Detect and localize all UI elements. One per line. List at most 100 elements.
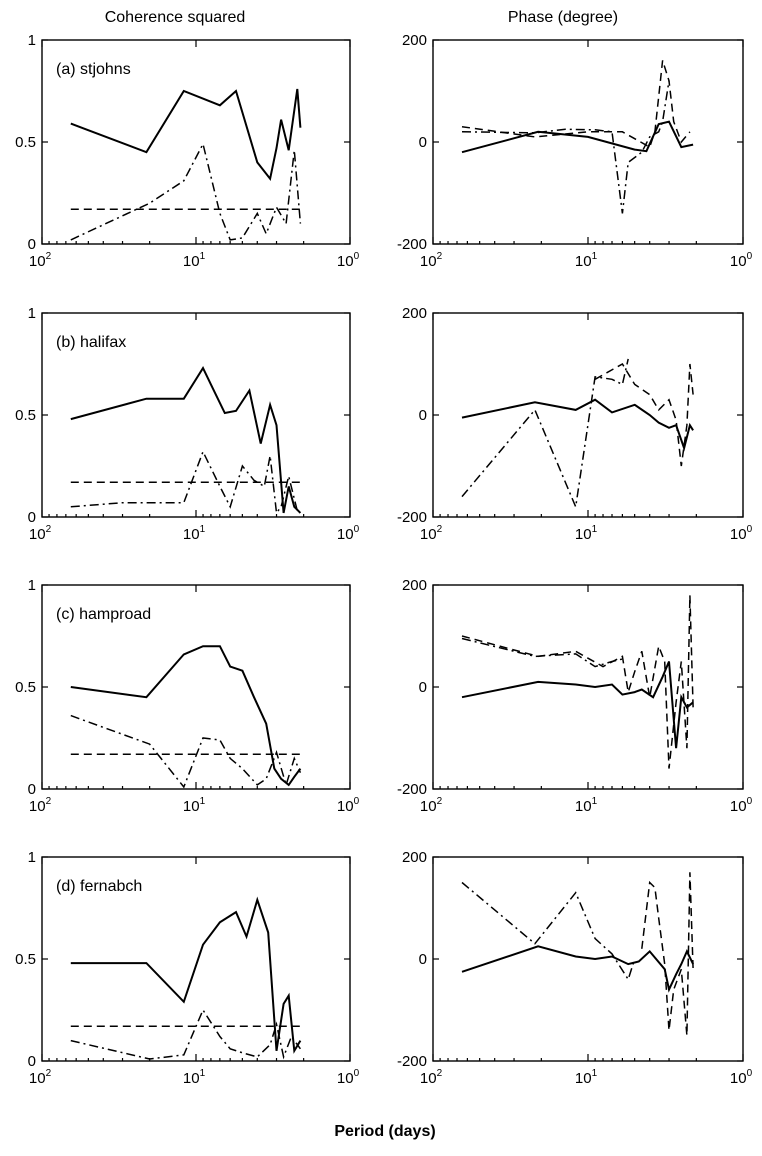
plot-frame — [432, 312, 744, 518]
x-tick-exponent: 2 — [46, 796, 52, 807]
series-line-dashed — [461, 60, 691, 149]
x-tick-label: 102 — [29, 524, 52, 543]
x-tick-label: 100 — [730, 251, 753, 270]
x-tick-exponent: 2 — [437, 524, 443, 535]
series-line-solid — [70, 366, 302, 514]
x-tick-exponent: 1 — [200, 524, 206, 535]
series-line-dashdot — [70, 1008, 302, 1060]
series-line-solid — [461, 120, 694, 154]
x-axis-label: Period (days) — [334, 1123, 435, 1140]
y-tick-label: 200 — [402, 577, 427, 594]
y-tick-label: 0 — [419, 679, 427, 696]
y-tick-label: 200 — [402, 849, 427, 866]
x-tick-label: 101 — [575, 524, 598, 543]
x-tick-label: 101 — [575, 1068, 598, 1087]
series-line-dashdot — [461, 637, 623, 668]
x-tick-label: 100 — [730, 796, 753, 815]
series-line-solid — [461, 945, 694, 993]
y-tick-label: -200 — [397, 1053, 427, 1070]
x-tick-base: 10 — [183, 798, 200, 815]
series-line-dashed — [641, 872, 694, 1036]
x-tick-exponent: 0 — [354, 524, 360, 535]
series-line-dashdot — [461, 358, 629, 510]
y-tick-label: 0 — [419, 951, 427, 968]
left-column-title: Coherence squared — [105, 9, 246, 26]
x-tick-base: 10 — [730, 253, 747, 270]
y-tick-label: 0.5 — [15, 134, 36, 151]
series-line-solid — [70, 896, 302, 1054]
x-tick-exponent: 2 — [437, 796, 443, 807]
series-line-dashdot — [70, 714, 302, 789]
x-tick-base: 10 — [183, 526, 200, 543]
x-tick-label: 100 — [730, 524, 753, 543]
x-tick-base: 10 — [337, 526, 354, 543]
panel-label: (b) halifax — [56, 334, 126, 351]
y-tick-label: 0 — [28, 781, 36, 798]
x-tick-exponent: 1 — [200, 1068, 206, 1079]
x-tick-label: 100 — [337, 251, 360, 270]
x-tick-label: 102 — [420, 524, 443, 543]
x-tick-base: 10 — [29, 798, 46, 815]
x-tick-label: 101 — [183, 796, 206, 815]
x-tick-label: 102 — [420, 1068, 443, 1087]
x-tick-base: 10 — [730, 798, 747, 815]
x-tick-exponent: 0 — [354, 251, 360, 262]
y-tick-label: 1 — [28, 849, 36, 866]
x-tick-exponent: 1 — [200, 796, 206, 807]
x-tick-base: 10 — [575, 798, 592, 815]
y-tick-label: 200 — [402, 305, 427, 322]
x-tick-label: 100 — [337, 1068, 360, 1087]
y-tick-label: 0.5 — [15, 679, 36, 696]
y-tick-label: 1 — [28, 305, 36, 322]
y-tick-label: 200 — [402, 32, 427, 49]
x-tick-exponent: 0 — [747, 524, 753, 535]
series-line-dashdot — [70, 141, 302, 241]
y-tick-label: 0 — [28, 236, 36, 253]
x-tick-label: 100 — [337, 796, 360, 815]
y-tick-label: -200 — [397, 236, 427, 253]
x-tick-base: 10 — [420, 526, 437, 543]
y-tick-label: -200 — [397, 509, 427, 526]
x-tick-base: 10 — [420, 253, 437, 270]
x-tick-label: 102 — [420, 251, 443, 270]
x-tick-exponent: 2 — [46, 251, 52, 262]
x-tick-label: 101 — [183, 1068, 206, 1087]
x-tick-exponent: 1 — [592, 796, 598, 807]
y-tick-label: 0 — [28, 1053, 36, 1070]
x-tick-base: 10 — [183, 253, 200, 270]
panel-label: (d) fernabch — [56, 878, 142, 895]
series-line-dashdot — [70, 449, 299, 515]
x-tick-base: 10 — [420, 798, 437, 815]
x-tick-base: 10 — [575, 253, 592, 270]
x-tick-exponent: 1 — [592, 1068, 598, 1079]
series-line-dashdot — [461, 881, 636, 982]
x-tick-base: 10 — [183, 1070, 200, 1087]
right-column-title: Phase (degree) — [508, 9, 618, 26]
panel-label: (a) stjohns — [56, 61, 131, 78]
x-tick-exponent: 2 — [437, 251, 443, 262]
x-tick-label: 101 — [183, 251, 206, 270]
x-tick-label: 102 — [420, 796, 443, 815]
x-tick-label: 101 — [575, 796, 598, 815]
x-tick-exponent: 1 — [592, 251, 598, 262]
x-tick-label: 102 — [29, 1068, 52, 1087]
series-line-dashed — [594, 362, 694, 467]
series-line-dashed — [461, 595, 694, 769]
series-line-dashdot — [461, 80, 670, 214]
y-tick-label: -200 — [397, 781, 427, 798]
series-line-solid — [70, 88, 302, 182]
y-tick-label: 0 — [419, 134, 427, 151]
x-tick-base: 10 — [29, 253, 46, 270]
x-tick-base: 10 — [730, 526, 747, 543]
y-tick-label: 0 — [28, 509, 36, 526]
